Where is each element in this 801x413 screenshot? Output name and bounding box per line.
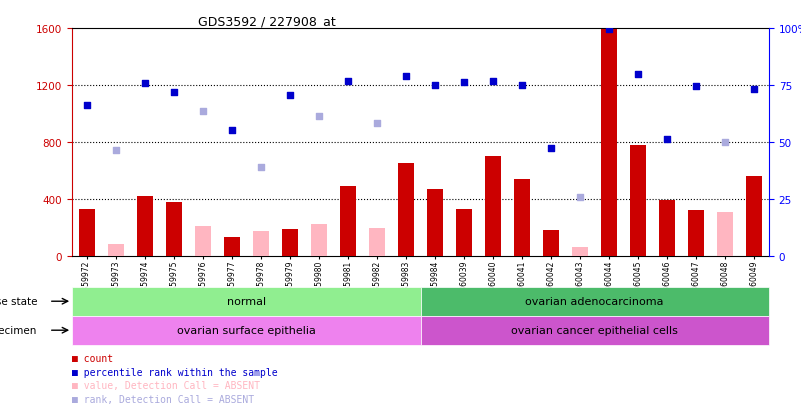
Bar — [72, 316, 421, 345]
Bar — [311, 225, 327, 256]
Bar — [72, 287, 421, 316]
Bar — [630, 145, 646, 256]
Point — [516, 82, 529, 89]
Bar — [456, 209, 472, 256]
Bar — [659, 201, 675, 256]
Bar — [421, 287, 769, 316]
Bar — [107, 244, 123, 256]
Text: ■ percentile rank within the sample: ■ percentile rank within the sample — [72, 367, 278, 377]
Text: ovarian adenocarcinoma: ovarian adenocarcinoma — [525, 297, 664, 306]
Bar — [223, 237, 239, 256]
Text: specimen: specimen — [0, 325, 38, 335]
Text: ovarian surface epithelia: ovarian surface epithelia — [177, 325, 316, 335]
Point — [429, 82, 441, 89]
Bar — [137, 197, 153, 256]
Bar — [78, 209, 95, 256]
Point — [371, 121, 384, 127]
Bar — [195, 226, 211, 256]
Bar — [427, 189, 443, 256]
Point — [661, 136, 674, 143]
Bar — [253, 232, 269, 256]
Point — [603, 27, 616, 33]
Bar — [572, 247, 588, 256]
Point — [457, 80, 470, 86]
Point — [312, 114, 325, 120]
Point — [284, 93, 296, 99]
Text: ■ rank, Detection Call = ABSENT: ■ rank, Detection Call = ABSENT — [72, 394, 254, 404]
Point — [400, 74, 413, 81]
Point — [574, 195, 586, 201]
Bar — [485, 157, 501, 256]
Text: GDS3592 / 227908_at: GDS3592 / 227908_at — [198, 15, 336, 28]
Text: normal: normal — [227, 297, 266, 306]
Point — [690, 84, 702, 90]
Bar — [398, 164, 414, 256]
Point — [109, 148, 122, 154]
Point — [545, 145, 557, 152]
Point — [748, 87, 761, 93]
Text: ovarian cancer epithelial cells: ovarian cancer epithelial cells — [511, 325, 678, 335]
Text: disease state: disease state — [0, 297, 38, 306]
Bar — [421, 316, 769, 345]
Point — [139, 81, 151, 88]
Bar — [718, 212, 734, 256]
Point — [719, 139, 732, 146]
Text: ■ count: ■ count — [72, 353, 113, 363]
Bar — [369, 228, 385, 256]
Point — [487, 78, 500, 85]
Point — [632, 71, 645, 78]
Text: ■ value, Detection Call = ABSENT: ■ value, Detection Call = ABSENT — [72, 380, 260, 390]
Bar — [340, 187, 356, 256]
Bar — [282, 229, 298, 256]
Point — [196, 108, 209, 114]
Point — [341, 78, 354, 85]
Bar — [543, 230, 559, 256]
Bar — [602, 30, 618, 256]
Point — [167, 90, 180, 96]
Bar — [688, 211, 704, 256]
Point — [255, 165, 268, 171]
Bar — [166, 202, 182, 256]
Bar — [747, 176, 763, 256]
Point — [225, 128, 238, 134]
Bar — [514, 179, 530, 256]
Point — [80, 102, 93, 109]
